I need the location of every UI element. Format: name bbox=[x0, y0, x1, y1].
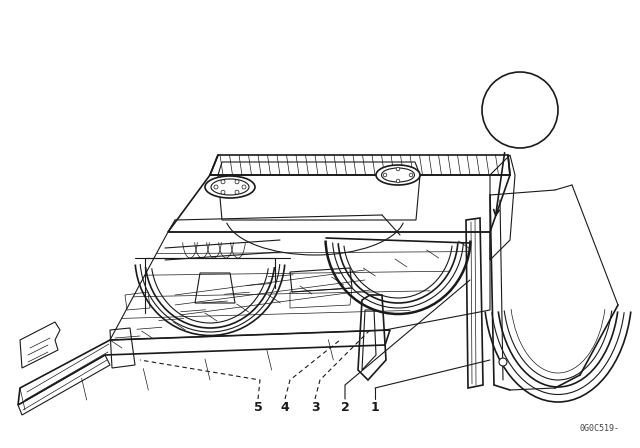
Circle shape bbox=[383, 173, 387, 177]
Ellipse shape bbox=[205, 176, 255, 198]
Circle shape bbox=[214, 185, 218, 189]
Circle shape bbox=[482, 72, 558, 148]
Text: 3: 3 bbox=[310, 401, 319, 414]
Circle shape bbox=[221, 190, 225, 194]
Text: 1: 1 bbox=[371, 401, 380, 414]
Circle shape bbox=[396, 179, 400, 183]
Text: 5: 5 bbox=[253, 401, 262, 414]
Circle shape bbox=[499, 358, 507, 366]
Circle shape bbox=[235, 190, 239, 194]
Ellipse shape bbox=[376, 165, 420, 185]
Circle shape bbox=[235, 180, 239, 184]
Circle shape bbox=[409, 173, 413, 177]
Circle shape bbox=[221, 180, 225, 184]
Text: 2: 2 bbox=[340, 401, 349, 414]
Text: 0G0C519-: 0G0C519- bbox=[580, 423, 620, 432]
Circle shape bbox=[242, 185, 246, 189]
Text: 4: 4 bbox=[280, 401, 289, 414]
Circle shape bbox=[396, 167, 400, 171]
